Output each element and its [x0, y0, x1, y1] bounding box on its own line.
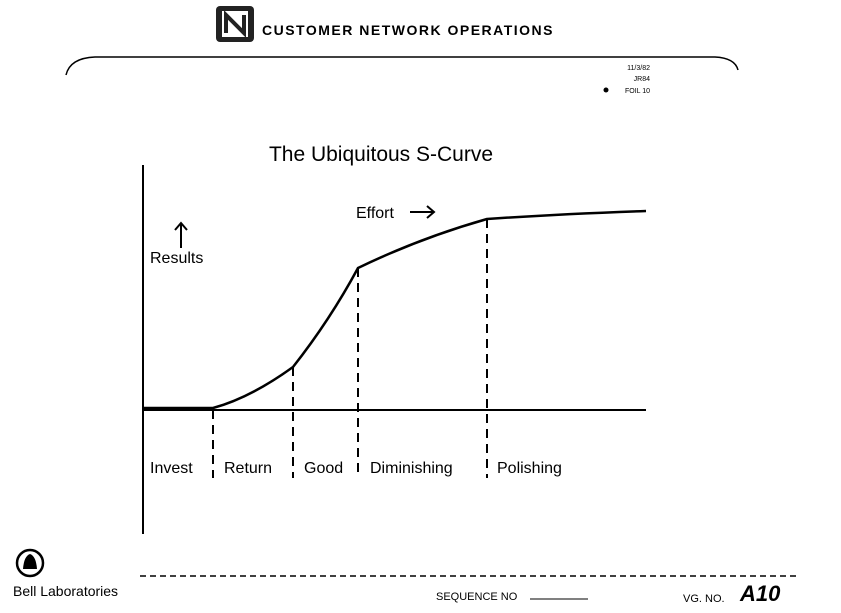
frame — [65, 56, 739, 76]
bell-logo — [15, 548, 45, 578]
logo — [216, 6, 254, 42]
phase-label: Diminishing — [370, 460, 453, 477]
s-curve — [143, 209, 647, 410]
x-arrow — [410, 205, 436, 219]
foil: FOIL 10 — [625, 88, 650, 95]
vg-label: VG. NO. — [683, 593, 725, 605]
vg-value: A10 — [739, 581, 781, 606]
x-label: Effort — [356, 205, 395, 222]
bullet — [603, 87, 609, 93]
sequence-label: SEQUENCE NO — [436, 591, 518, 603]
dividers — [212, 219, 488, 478]
phase-label: Return — [224, 460, 272, 477]
ref: JR84 — [634, 76, 650, 83]
slide-title: The Ubiquitous S-Curve — [269, 143, 493, 166]
y-arrow — [174, 221, 188, 248]
date: 11/3/82 — [627, 65, 650, 72]
header-title: CUSTOMER NETWORK OPERATIONS — [262, 22, 554, 38]
phase-label: Polishing — [497, 460, 562, 477]
org: Bell Laboratories — [13, 583, 118, 599]
phase-label: Good — [304, 460, 343, 477]
phase-label: Invest — [150, 460, 193, 477]
y-label: Results — [150, 250, 203, 267]
